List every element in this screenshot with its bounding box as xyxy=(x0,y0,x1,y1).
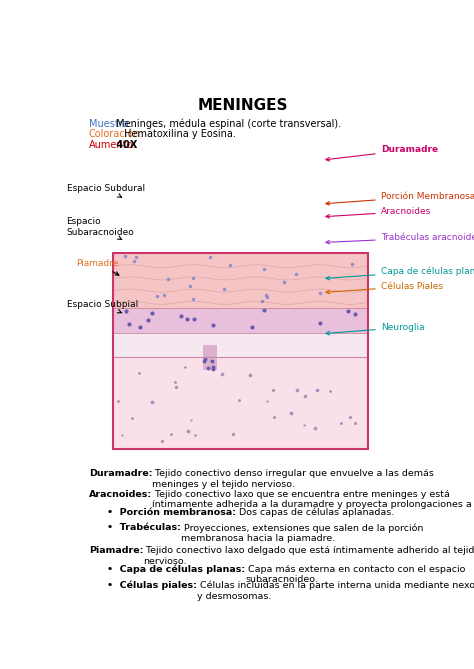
Text: Coloración:: Coloración: xyxy=(89,129,144,139)
Bar xyxy=(112,357,368,449)
Text: Duramadre: Duramadre xyxy=(326,145,438,161)
Text: •  Trabéculas:: • Trabéculas: xyxy=(107,523,181,533)
Text: Proyecciones, extensiones que salen de la porción
membranosa hacia la piamadre.: Proyecciones, extensiones que salen de l… xyxy=(181,523,423,543)
Text: Capa más externa en contacto con el espacio
subaracnoideo.: Capa más externa en contacto con el espa… xyxy=(245,565,465,584)
Text: Neuroglia: Neuroglia xyxy=(326,323,424,335)
Bar xyxy=(112,333,368,357)
Text: •  Porción membranosa:: • Porción membranosa: xyxy=(107,508,236,517)
Text: •  Capa de células planas:: • Capa de células planas: xyxy=(107,565,245,574)
Text: Espacio Subdural: Espacio Subdural xyxy=(66,184,145,197)
Bar xyxy=(202,345,217,371)
Text: MENINGES: MENINGES xyxy=(198,98,288,113)
Text: Aracnoides:: Aracnoides: xyxy=(89,490,152,499)
Text: Espacio
Subaracnoideo: Espacio Subaracnoideo xyxy=(66,217,134,240)
Text: Trabéculas aracnoideas: Trabéculas aracnoideas xyxy=(326,233,474,244)
Bar xyxy=(112,308,368,333)
Text: Aumento:: Aumento: xyxy=(89,140,136,149)
Text: Piamadre:: Piamadre: xyxy=(89,547,143,555)
Text: Células Piales: Células Piales xyxy=(326,282,443,294)
Text: Dos capas de células aplanadas.: Dos capas de células aplanadas. xyxy=(236,508,394,517)
Bar xyxy=(112,253,368,449)
Bar xyxy=(112,253,368,308)
Text: 40X: 40X xyxy=(113,140,137,149)
Text: Duramadre:: Duramadre: xyxy=(89,469,152,478)
Text: Capa de células planas: Capa de células planas xyxy=(326,266,474,280)
Text: Piamadre: Piamadre xyxy=(76,259,119,275)
Text: •  Células piales:: • Células piales: xyxy=(107,581,197,591)
Text: Muestra:: Muestra: xyxy=(89,119,132,129)
Text: Hematoxilina y Eosina.: Hematoxilina y Eosina. xyxy=(121,129,236,139)
Text: Células incluidas en la parte interna unida mediante nexos
y desmosomas.: Células incluidas en la parte interna un… xyxy=(197,581,474,601)
Text: Espacio Subpial: Espacio Subpial xyxy=(66,300,138,313)
Text: Tejido conectivo laxo que se encuentra entre meninges y está
íntimamente adherid: Tejido conectivo laxo que se encuentra e… xyxy=(152,490,474,509)
Text: Aracnoides: Aracnoides xyxy=(326,207,431,218)
Text: Tejido conectivo denso irregular que envuelve a las demás
meninges y el tejido n: Tejido conectivo denso irregular que env… xyxy=(152,469,434,488)
Bar xyxy=(112,253,368,449)
Text: Porción Membranosa: Porción Membranosa xyxy=(326,192,474,205)
Text: Meninges, médula espinal (corte transversal).: Meninges, médula espinal (corte transver… xyxy=(113,119,341,129)
Text: Tejido conectivo laxo delgado que está íntimamente adherido al tejido
nervioso.: Tejido conectivo laxo delgado que está í… xyxy=(143,547,474,566)
